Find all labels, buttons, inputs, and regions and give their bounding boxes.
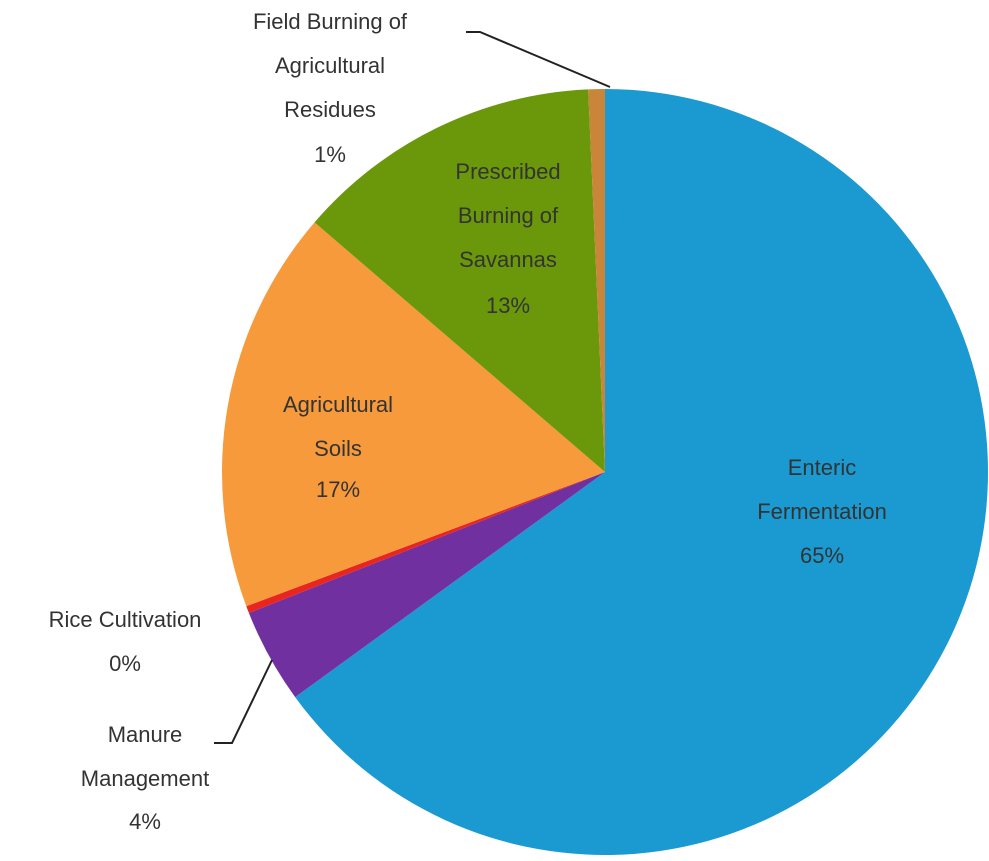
pie-slice xyxy=(222,222,605,607)
slice-label: Field Burning of Agricultural Residues xyxy=(252,9,408,122)
leader-line xyxy=(466,31,611,88)
pie-slice xyxy=(246,472,605,613)
slice-value-label: 65% xyxy=(799,543,845,568)
slice-value-label: 4% xyxy=(129,809,161,834)
pie-slice xyxy=(314,89,605,472)
slice-value-label: 0% xyxy=(109,651,141,676)
slice-label: Prescribed Burning of Savannas xyxy=(455,159,561,272)
slice-label: Manure Management xyxy=(80,722,210,791)
slice-value-label: 17% xyxy=(315,477,361,502)
slice-label: Enteric Fermentation xyxy=(757,455,887,524)
slice-label: Rice Cultivation xyxy=(48,607,202,632)
pie-slice xyxy=(588,89,605,472)
pie-slice xyxy=(295,89,988,855)
slice-value-label: 13% xyxy=(485,293,531,318)
slice-value-label: 1% xyxy=(314,142,346,167)
slice-label: Agricultural Soils xyxy=(282,392,394,461)
leader-line xyxy=(214,659,273,744)
pie-slice xyxy=(248,472,605,698)
